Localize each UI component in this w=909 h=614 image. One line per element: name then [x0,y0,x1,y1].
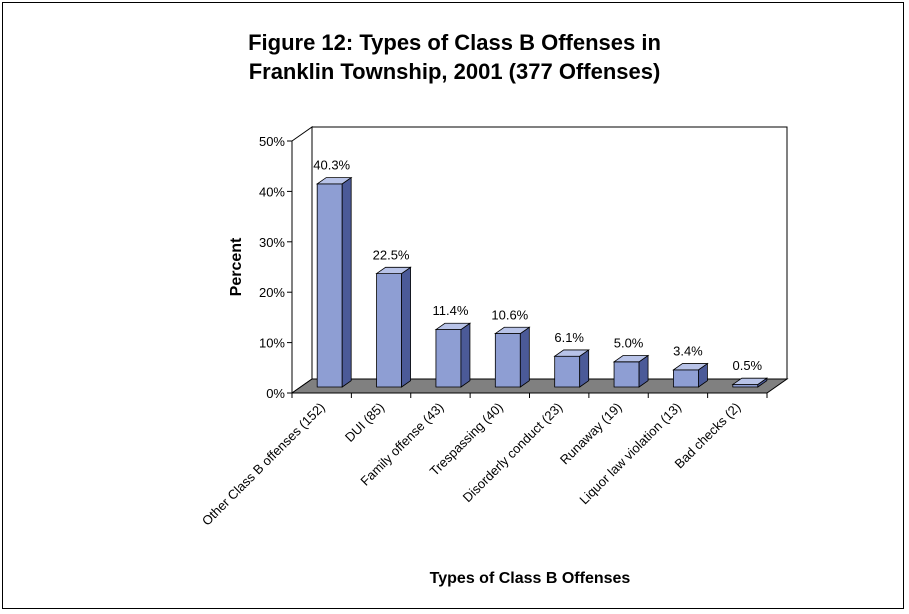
data-label: 5.0% [614,336,644,351]
x-axis-label: Types of Class B Offenses [430,570,631,587]
data-label: 40.3% [313,158,350,173]
y-tick-label: 10% [259,336,285,351]
chart-title-line-1: Figure 12: Types of Class B Offenses in [248,30,661,55]
y-tick-label: 0% [266,386,285,401]
bar [731,377,769,388]
bar-top [375,266,412,275]
bar [434,322,472,388]
bar-side [341,176,352,388]
x-tick-label: Other Class B offenses (152) [199,400,328,529]
y-axis-label: Percent [228,237,245,296]
data-label: 3.4% [673,344,703,359]
bar-front [613,361,640,388]
y-tick-label: 50% [259,134,285,149]
floor [290,378,789,394]
bar [612,354,650,388]
bar-top [434,322,472,330]
bar-side [401,266,411,388]
bar-top [553,349,590,357]
side-wall [291,126,313,394]
bar [672,362,709,388]
y-tick-label: 40% [259,184,285,199]
bar-top [494,326,531,334]
bar-front [673,369,699,388]
x-tick-label: Liquor law violation (13) [576,400,684,508]
data-label: 6.1% [554,330,584,345]
bar-top [612,355,650,363]
bar [375,266,412,388]
bar-front [494,333,521,388]
bar-front [376,273,402,388]
bar-side [519,326,530,388]
x-tick-label: DUI (85) [342,400,387,445]
x-tick-label: Disorderly conduct (23) [460,400,566,506]
bar-front [554,355,581,388]
bar-front [435,329,462,388]
chart-title-line-2: Franklin Township, 2001 (377 Offenses) [248,59,661,84]
data-label: 11.4% [432,303,468,318]
data-label: 10.6% [491,307,528,322]
bar-top [315,177,353,185]
y-tick-label: 30% [259,235,285,250]
bar-top [672,363,709,371]
bar-side [460,322,471,388]
bar-top [731,377,769,385]
bar [553,349,590,388]
data-label: 0.5% [732,358,762,373]
bar [494,326,531,388]
bar-front [316,183,343,388]
y-tick-label: 20% [259,285,285,300]
bar [315,176,353,388]
chart-title: Figure 12: Types of Class B Offenses in … [0,28,909,86]
data-label: 22.5% [373,247,410,262]
